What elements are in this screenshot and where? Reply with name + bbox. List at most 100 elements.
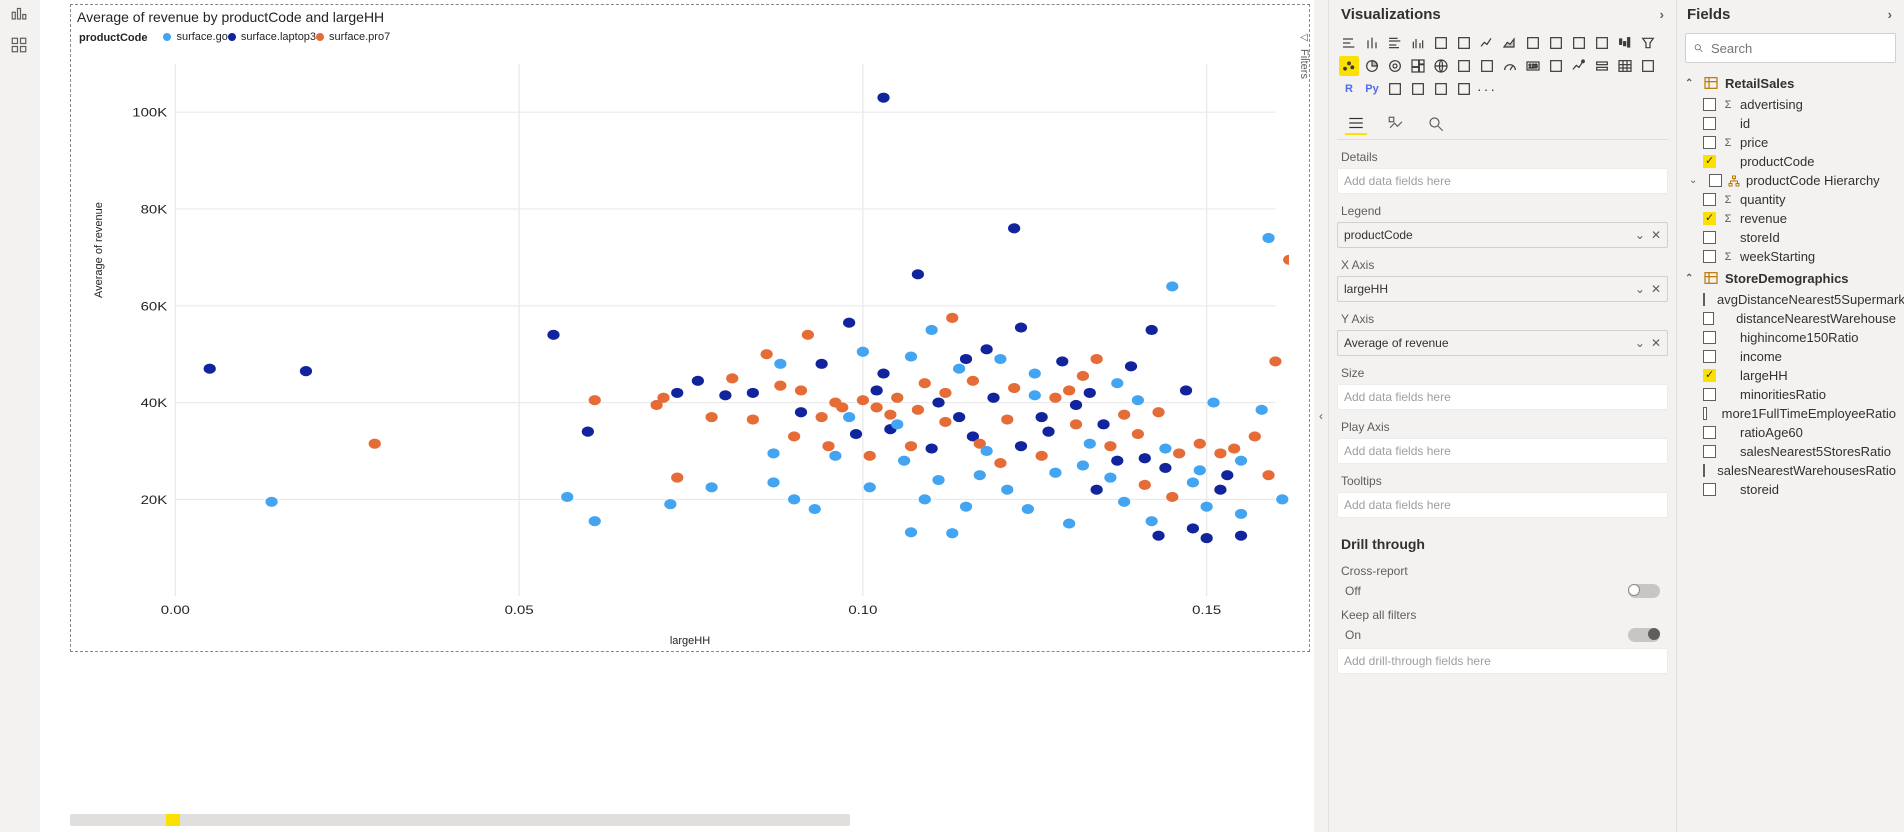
field-row[interactable]: income: [1677, 347, 1904, 366]
field-row[interactable]: salesNearestWarehousesRatio: [1677, 461, 1904, 480]
viz-panel-collapse[interactable]: ‹: [1314, 0, 1328, 832]
chevron-down-icon[interactable]: ⌄: [1635, 336, 1645, 350]
checkbox[interactable]: [1703, 212, 1716, 225]
field-well[interactable]: Add data fields here: [1337, 384, 1668, 410]
viz-shape-map-icon[interactable]: [1477, 56, 1497, 76]
field-row[interactable]: storeid: [1677, 480, 1904, 499]
model-view-icon[interactable]: [10, 36, 30, 56]
legend-item[interactable]: surface.laptop3: [228, 31, 316, 43]
viz-kpi-icon[interactable]: [1569, 56, 1589, 76]
checkbox[interactable]: [1703, 388, 1716, 401]
viz-treemap-icon[interactable]: [1408, 56, 1428, 76]
viz-slicer-icon[interactable]: [1592, 56, 1612, 76]
fields-search[interactable]: [1685, 33, 1896, 63]
checkbox[interactable]: [1703, 193, 1716, 206]
viz-key-influencers-icon[interactable]: [1385, 79, 1405, 99]
field-well[interactable]: Add data fields here: [1337, 438, 1668, 464]
viz-waterfall-icon[interactable]: [1615, 33, 1635, 53]
checkbox[interactable]: [1703, 98, 1716, 111]
page-tab-scrollbar[interactable]: [70, 814, 850, 826]
viz-scatter-icon[interactable]: [1339, 56, 1359, 76]
viz-area-icon[interactable]: [1500, 33, 1520, 53]
viz-decomposition-icon[interactable]: [1408, 79, 1428, 99]
field-row[interactable]: Σrevenue: [1677, 209, 1904, 228]
chevron-down-icon[interactable]: ⌄: [1635, 228, 1645, 242]
close-icon[interactable]: ✕: [1651, 336, 1661, 350]
field-well[interactable]: Add data fields here: [1337, 492, 1668, 518]
viz-paginated-icon[interactable]: [1454, 79, 1474, 99]
fields-tab-icon[interactable]: [1345, 113, 1367, 135]
viz-stacked-bar-100-icon[interactable]: [1431, 33, 1451, 53]
checkbox[interactable]: [1703, 155, 1716, 168]
viz-multi-card-icon[interactable]: [1546, 56, 1566, 76]
filters-pane-toggle[interactable]: ◁ Filters: [1292, 32, 1316, 79]
field-row[interactable]: minoritiesRatio: [1677, 385, 1904, 404]
field-row[interactable]: largeHH: [1677, 366, 1904, 385]
chevron-down-icon[interactable]: ⌄: [1635, 282, 1645, 296]
checkbox[interactable]: [1703, 483, 1716, 496]
viz-donut-icon[interactable]: [1385, 56, 1405, 76]
field-well[interactable]: Add data fields here: [1337, 168, 1668, 194]
fields-search-input[interactable]: [1711, 41, 1887, 56]
viz-more-icon[interactable]: ···: [1477, 79, 1497, 99]
visual-frame[interactable]: Average of revenue by productCode and la…: [70, 4, 1310, 652]
legend-item[interactable]: surface.pro7: [316, 31, 390, 43]
viz-matrix-icon[interactable]: [1638, 56, 1658, 76]
checkbox[interactable]: [1703, 331, 1716, 344]
checkbox[interactable]: [1703, 407, 1707, 420]
drillthrough-well[interactable]: Add drill-through fields here: [1337, 648, 1668, 674]
viz-stacked-column-100-icon[interactable]: [1454, 33, 1474, 53]
field-row[interactable]: ratioAge60: [1677, 423, 1904, 442]
checkbox[interactable]: [1703, 464, 1705, 477]
viz-stacked-bar-icon[interactable]: [1339, 33, 1359, 53]
close-icon[interactable]: ✕: [1651, 282, 1661, 296]
viz-clustered-column-icon[interactable]: [1408, 33, 1428, 53]
field-row[interactable]: storeId: [1677, 228, 1904, 247]
viz-python-icon[interactable]: Py: [1362, 79, 1382, 99]
field-row[interactable]: Σquantity: [1677, 190, 1904, 209]
fields-panel-expand-icon[interactable]: ›: [1888, 7, 1900, 22]
cross-report-toggle[interactable]: [1628, 584, 1660, 598]
checkbox[interactable]: [1703, 250, 1716, 263]
report-view-icon[interactable]: [10, 4, 30, 24]
field-row[interactable]: ΣweekStarting: [1677, 247, 1904, 266]
checkbox[interactable]: [1703, 426, 1716, 439]
checkbox[interactable]: [1703, 350, 1716, 363]
checkbox[interactable]: [1703, 312, 1714, 325]
field-well[interactable]: Average of revenue⌄✕: [1337, 330, 1668, 356]
field-row[interactable]: ⌄productCode Hierarchy: [1677, 171, 1904, 190]
field-well[interactable]: productCode⌄✕: [1337, 222, 1668, 248]
checkbox[interactable]: [1703, 231, 1716, 244]
field-row[interactable]: avgDistanceNearest5Supermarkets: [1677, 290, 1904, 309]
viz-ribbon-icon[interactable]: [1592, 33, 1612, 53]
viz-clustered-bar-icon[interactable]: [1385, 33, 1405, 53]
viz-stacked-area-icon[interactable]: [1523, 33, 1543, 53]
viz-map-icon[interactable]: [1431, 56, 1451, 76]
viz-line-icon[interactable]: [1477, 33, 1497, 53]
keep-filters-toggle[interactable]: [1628, 628, 1660, 642]
checkbox[interactable]: [1703, 445, 1716, 458]
viz-stacked-column-icon[interactable]: [1362, 33, 1382, 53]
table-header[interactable]: ⌃ RetailSales: [1677, 71, 1904, 95]
viz-filled-map-icon[interactable]: [1454, 56, 1474, 76]
viz-pie-icon[interactable]: [1362, 56, 1382, 76]
checkbox[interactable]: [1709, 174, 1722, 187]
viz-line-stacked-icon[interactable]: [1569, 33, 1589, 53]
table-header[interactable]: ⌃ StoreDemographics: [1677, 266, 1904, 290]
format-tab-icon[interactable]: [1385, 113, 1407, 135]
field-row[interactable]: highincome150Ratio: [1677, 328, 1904, 347]
checkbox[interactable]: [1703, 293, 1705, 306]
analytics-tab-icon[interactable]: [1425, 113, 1447, 135]
field-row[interactable]: salesNearest5StoresRatio: [1677, 442, 1904, 461]
field-well[interactable]: largeHH⌄✕: [1337, 276, 1668, 302]
viz-panel-expand-icon[interactable]: ›: [1660, 7, 1664, 22]
checkbox[interactable]: [1703, 369, 1716, 382]
field-row[interactable]: distanceNearestWarehouse: [1677, 309, 1904, 328]
viz-table-icon[interactable]: [1615, 56, 1635, 76]
viz-gauge-icon[interactable]: [1500, 56, 1520, 76]
field-row[interactable]: id: [1677, 114, 1904, 133]
close-icon[interactable]: ✕: [1651, 228, 1661, 242]
field-row[interactable]: productCode: [1677, 152, 1904, 171]
viz-r-visual-icon[interactable]: R: [1339, 79, 1359, 99]
field-row[interactable]: more1FullTimeEmployeeRatio: [1677, 404, 1904, 423]
